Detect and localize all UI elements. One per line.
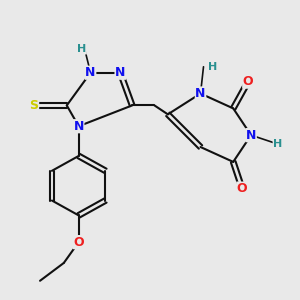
Text: S: S bbox=[30, 99, 39, 112]
Text: O: O bbox=[74, 236, 84, 249]
Text: N: N bbox=[195, 87, 206, 100]
Text: N: N bbox=[246, 129, 256, 142]
Text: H: H bbox=[273, 139, 282, 149]
Text: H: H bbox=[208, 62, 217, 72]
Text: H: H bbox=[77, 44, 86, 54]
Text: N: N bbox=[85, 66, 96, 79]
Text: N: N bbox=[115, 66, 125, 79]
Text: O: O bbox=[237, 182, 248, 195]
Text: N: N bbox=[74, 120, 84, 133]
Text: O: O bbox=[243, 75, 254, 88]
